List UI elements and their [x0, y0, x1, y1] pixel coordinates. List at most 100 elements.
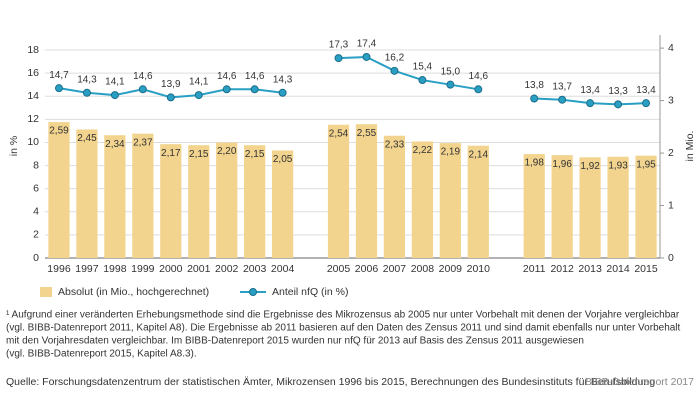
bar [271, 150, 294, 258]
line-marker [558, 95, 567, 104]
line-marker [222, 85, 231, 94]
bar [160, 144, 182, 258]
footnote: ¹ Aufgrund einer veränderten Erhebungsme… [6, 310, 680, 321]
x-tick-label: 2003 [243, 263, 267, 275]
line-value-label: 14,3 [77, 74, 97, 85]
bar-value-label: 2,17 [161, 148, 181, 159]
x-tick-label: 1998 [103, 263, 127, 275]
line-marker [362, 52, 371, 61]
x-tick-label: 2014 [606, 263, 630, 275]
bar [551, 155, 573, 258]
bar-value-label: 2,59 [49, 126, 69, 137]
line-marker [474, 85, 483, 94]
x-tick-label: 2000 [159, 263, 183, 275]
bar [216, 142, 238, 258]
x-tick-label: 2010 [467, 263, 491, 275]
line-value-label: 15,0 [441, 66, 461, 77]
line-value-label: 15,4 [413, 62, 433, 73]
x-tick-label: 2012 [550, 263, 574, 275]
bar [48, 122, 70, 259]
y-tick-label: 16 [27, 67, 39, 79]
x-tick-label: 2013 [578, 263, 602, 275]
line-value-label: 14,6 [133, 71, 153, 82]
x-tick-label: 2009 [439, 263, 463, 275]
bar [523, 154, 545, 258]
y2-tick-label: 4 [668, 42, 674, 54]
x-tick-label: 2011 [523, 263, 546, 275]
bar [439, 143, 461, 258]
credit: BIBB-Datenreport 2017 [585, 376, 694, 388]
x-tick-label: 2002 [215, 263, 239, 275]
line-value-label: 14,1 [105, 77, 125, 88]
line-value-label: 14,6 [469, 71, 489, 82]
line-marker [194, 91, 203, 100]
y-tick-label: 10 [27, 136, 39, 148]
x-tick-label: 2001 [187, 263, 211, 275]
source: Quelle: Forschungsdatenzentrum der stati… [6, 376, 655, 388]
y2-axis-label: in Mio. [684, 131, 696, 162]
bar-value-label: 2,05 [273, 154, 293, 165]
y2-tick-label: 0 [668, 252, 674, 264]
line-marker [138, 85, 147, 94]
bar [104, 135, 126, 258]
line-marker [334, 54, 343, 63]
bar-value-label: 1,95 [636, 159, 656, 170]
y-tick-label: 14 [27, 90, 39, 102]
footnote: (vgl. BIBB-Datenreport 2011, Kapitel A8)… [6, 323, 681, 334]
y-tick-label: 4 [33, 206, 39, 218]
y2-tick-label: 2 [668, 147, 674, 159]
line-value-label: 14,7 [49, 70, 69, 81]
bar [411, 141, 434, 258]
line-value-label: 14,3 [273, 74, 293, 85]
bar-value-label: 2,19 [441, 147, 461, 158]
bar-value-label: 1,93 [608, 160, 628, 171]
legend-swatch [40, 287, 52, 297]
bar [383, 135, 406, 258]
bar-value-label: 2,22 [413, 145, 433, 156]
line-marker [418, 76, 427, 85]
y2-tick-label: 1 [668, 199, 674, 211]
footnote: mit den Vorjahresdaten vergleichbar. Im … [6, 336, 584, 347]
y-tick-label: 6 [33, 182, 39, 194]
bar [579, 157, 601, 258]
x-tick-label: 2006 [355, 263, 379, 275]
footnote: (vgl. BIBB-Datenreport 2015, Kapitel A8.… [6, 349, 197, 360]
line-value-label: 13,4 [636, 85, 656, 96]
bar-value-label: 2,20 [217, 146, 237, 157]
line-marker [110, 91, 119, 100]
line-marker [530, 94, 539, 103]
x-tick-label: 1999 [131, 263, 155, 275]
line-marker [390, 66, 399, 75]
line-value-label: 14,6 [217, 71, 237, 82]
bar-value-label: 2,54 [329, 128, 349, 139]
bar [635, 155, 657, 258]
bar-value-label: 2,55 [357, 128, 377, 139]
bar-value-label: 1,98 [524, 158, 544, 169]
bar [188, 145, 210, 258]
bar [132, 133, 154, 258]
y2-tick-label: 3 [668, 94, 674, 106]
bar [355, 124, 378, 258]
line-marker [166, 93, 175, 102]
bar-value-label: 1,92 [580, 161, 600, 172]
x-tick-label: 2015 [634, 263, 658, 275]
line-marker [54, 84, 63, 93]
line-value-label: 14,6 [245, 71, 265, 82]
bar-value-label: 2,15 [245, 149, 265, 160]
bar-value-label: 1,96 [552, 159, 572, 170]
line-value-label: 14,1 [189, 77, 209, 88]
x-tick-label: 2008 [411, 263, 435, 275]
line-marker [614, 100, 623, 109]
legend-label: Absolut (in Mio., hochgerechnet) [58, 286, 209, 298]
line-value-label: 13,9 [161, 79, 181, 90]
x-tick-label: 1996 [47, 263, 71, 275]
line-value-label: 17,3 [329, 40, 349, 51]
bar [327, 124, 350, 259]
legend-swatch [249, 288, 257, 296]
bar [467, 145, 489, 258]
y-axis-label: in % [8, 136, 20, 156]
y-tick-label: 0 [33, 252, 39, 264]
bar-value-label: 2,14 [469, 149, 489, 160]
line-marker [446, 80, 455, 89]
